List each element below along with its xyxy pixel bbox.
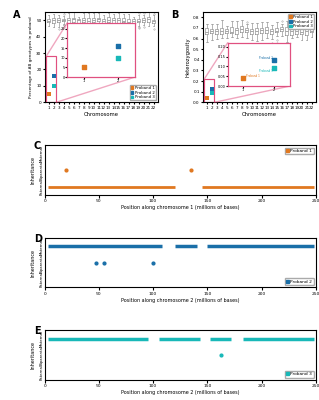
Bar <box>46 56 56 102</box>
Legend: Proband 1, Proband 2, Proband 3: Proband 1, Proband 2, Proband 3 <box>288 14 314 30</box>
Point <box>51 73 56 79</box>
X-axis label: Position along chromosome 2 (millions of bases): Position along chromosome 2 (millions of… <box>121 390 240 395</box>
Point <box>51 83 56 89</box>
Y-axis label: Heterozygosity: Heterozygosity <box>185 37 190 77</box>
Legend: Proband 1: Proband 1 <box>285 148 314 154</box>
Bar <box>204 79 214 102</box>
Y-axis label: Inheritance: Inheritance <box>30 249 35 277</box>
Text: E: E <box>34 326 41 336</box>
Point <box>204 95 209 101</box>
X-axis label: Chromosome: Chromosome <box>84 112 119 117</box>
Legend: Proband 2: Proband 2 <box>285 278 314 285</box>
Point <box>209 90 214 96</box>
X-axis label: Position along chromosome 2 (millions of bases): Position along chromosome 2 (millions of… <box>121 298 240 303</box>
Legend: Proband 3: Proband 3 <box>285 371 314 378</box>
Point <box>219 352 224 358</box>
Point <box>93 260 98 266</box>
X-axis label: Chromosome: Chromosome <box>242 112 277 117</box>
Y-axis label: Percentage of AB genotypes in proband: Percentage of AB genotypes in proband <box>29 16 33 98</box>
Text: D: D <box>34 234 42 244</box>
Point <box>102 260 107 266</box>
Bar <box>204 79 214 102</box>
Y-axis label: Inheritance: Inheritance <box>30 341 35 369</box>
Bar <box>46 56 56 102</box>
Point <box>64 167 69 173</box>
Text: B: B <box>171 10 179 20</box>
Legend: Proband 1, Proband 2, Proband 3: Proband 1, Proband 2, Proband 3 <box>130 85 156 100</box>
Text: A: A <box>13 10 20 20</box>
Point <box>189 167 194 173</box>
X-axis label: Position along chromosome 1 (millions of bases): Position along chromosome 1 (millions of… <box>121 205 240 210</box>
Text: C: C <box>34 141 41 151</box>
Point <box>151 260 156 266</box>
Y-axis label: Inheritance: Inheritance <box>30 156 35 184</box>
Point <box>46 91 51 97</box>
Point <box>209 85 214 92</box>
